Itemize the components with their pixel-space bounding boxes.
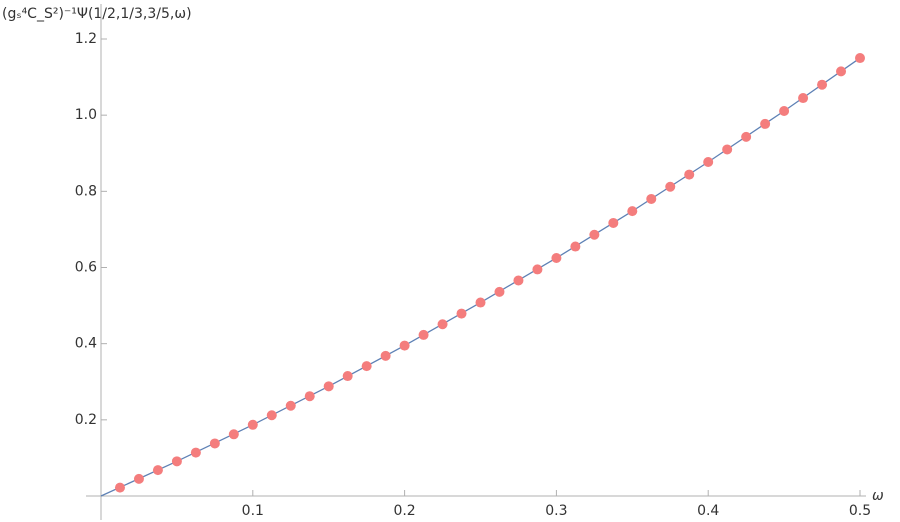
point: [114, 482, 125, 493]
point: [646, 193, 657, 204]
point: [779, 105, 790, 116]
point: [532, 264, 543, 275]
x-tick-label: 0.4: [697, 503, 719, 519]
point: [570, 241, 581, 252]
point: [437, 319, 448, 330]
point: [608, 217, 619, 228]
point: [133, 473, 144, 484]
point: [665, 181, 676, 192]
point: [247, 419, 258, 430]
point: [266, 410, 277, 421]
x-axis-label: ω: [872, 488, 884, 504]
x-tick-label: 0.2: [393, 503, 415, 519]
point: [152, 465, 163, 476]
point: [798, 93, 809, 104]
x-tick-label: 0.3: [545, 503, 567, 519]
point: [817, 79, 828, 90]
point: [456, 308, 467, 319]
point: [589, 229, 600, 240]
x-tick-label: 0.5: [849, 503, 871, 519]
y-tick-label: 0.8: [75, 183, 97, 199]
point: [513, 275, 524, 286]
point: [323, 381, 334, 392]
point: [209, 438, 220, 449]
point: [760, 118, 771, 129]
y-axis-label: (gₛ⁴C_S²)⁻¹Ψ(1/2,1/3,3/5,ω): [2, 6, 192, 22]
x-tick-label: 0.1: [242, 503, 264, 519]
point: [551, 252, 562, 263]
point: [703, 157, 714, 168]
y-tick-label: 0.6: [75, 260, 97, 276]
point: [190, 447, 201, 458]
point: [722, 144, 733, 155]
point: [627, 206, 638, 217]
point: [475, 297, 486, 308]
point: [494, 286, 505, 297]
point: [285, 400, 296, 411]
point: [304, 391, 315, 402]
point: [342, 371, 353, 382]
point: [741, 131, 752, 142]
point: [361, 361, 372, 372]
point: [228, 429, 239, 440]
y-tick-label: 0.2: [75, 412, 97, 428]
point: [855, 53, 865, 64]
y-tick-label: 1.0: [75, 107, 97, 123]
line: [100, 57, 861, 497]
point: [171, 456, 182, 467]
y-tick-label: 1.2: [75, 31, 97, 47]
point: [684, 169, 695, 180]
point: [399, 340, 410, 351]
y-tick-label: 0.4: [75, 336, 97, 352]
point: [836, 66, 847, 77]
point: [418, 329, 429, 340]
point: [380, 350, 391, 361]
